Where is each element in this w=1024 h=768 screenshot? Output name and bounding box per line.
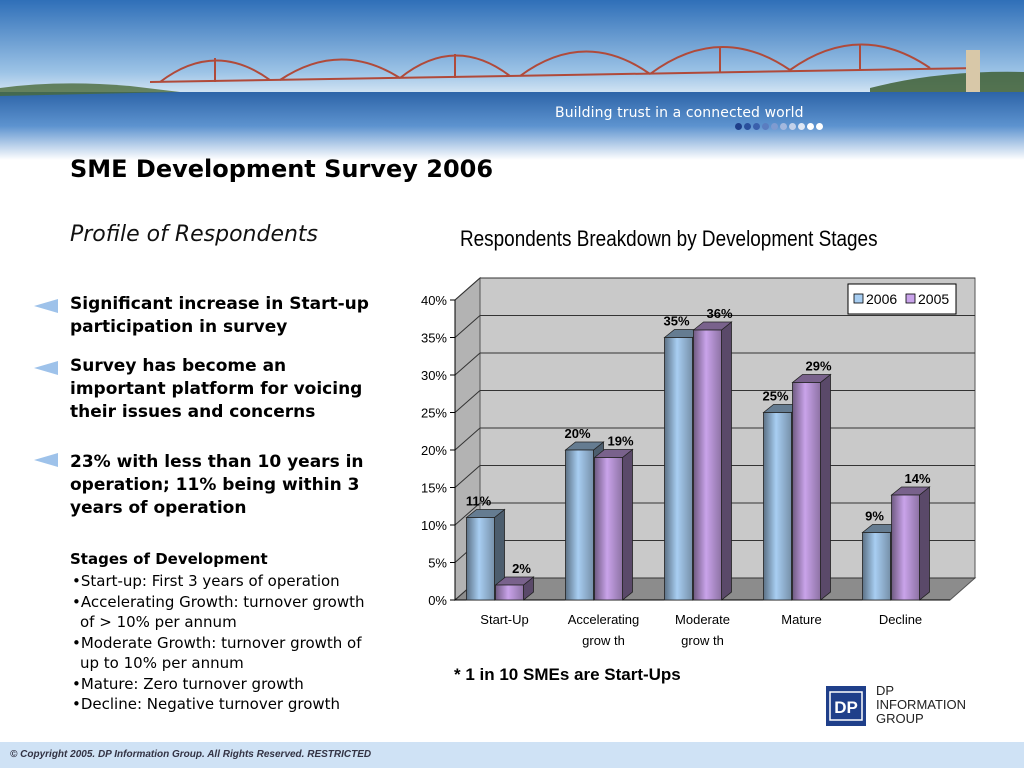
stages-title: Stages of Development bbox=[70, 550, 268, 568]
y-tick-label: 30% bbox=[421, 368, 447, 383]
legend-swatch bbox=[853, 293, 864, 304]
bar-side bbox=[721, 321, 732, 601]
x-tick-label: Accelerating bbox=[568, 612, 640, 627]
bar-2006-3 bbox=[763, 412, 792, 601]
data-label: 25% bbox=[762, 389, 788, 404]
gridline bbox=[454, 427, 481, 451]
y-tick-label: 35% bbox=[421, 331, 447, 346]
logo-text: DP INFORMATION GROUP bbox=[876, 684, 966, 726]
data-label: 20% bbox=[564, 426, 590, 441]
banner-dot bbox=[762, 123, 769, 130]
logo-mark-text: DP bbox=[834, 698, 858, 717]
y-tick-label: 40% bbox=[421, 293, 447, 308]
bullet-1: Significant increase in Start-up partici… bbox=[70, 294, 369, 337]
bullet-arrow-icon bbox=[34, 299, 58, 313]
x-tick-label: Start-Up bbox=[480, 612, 528, 627]
legend-label: 2005 bbox=[918, 291, 949, 307]
y-tick-label: 10% bbox=[421, 518, 447, 533]
bar-side bbox=[919, 486, 930, 601]
bar-2005-4 bbox=[891, 494, 920, 601]
header-banner bbox=[0, 0, 1024, 160]
data-label: 2% bbox=[512, 561, 531, 576]
gridline bbox=[454, 315, 481, 338]
bar-2005-0 bbox=[495, 584, 524, 601]
company-logo: DP DP INFORMATION GROUP bbox=[826, 684, 976, 728]
y-tick-label: 5% bbox=[428, 556, 447, 571]
slide-title: SME Development Survey 2006 bbox=[70, 155, 494, 183]
y-tick-label: 25% bbox=[421, 406, 447, 421]
stage-item: •Start-up: First 3 years of operation bbox=[72, 572, 340, 590]
banner-dot bbox=[780, 123, 787, 130]
footer: © Copyright 2005. DP Information Group. … bbox=[0, 742, 1024, 768]
data-label: 11% bbox=[466, 494, 492, 509]
chart-title: Respondents Breakdown by Development Sta… bbox=[460, 226, 878, 251]
y-tick-label: 0% bbox=[428, 593, 447, 608]
bullet-2: Survey has become an important platform … bbox=[70, 356, 363, 422]
data-label: 35% bbox=[663, 314, 689, 329]
gridline bbox=[454, 277, 481, 301]
bar-2006-2 bbox=[664, 337, 693, 601]
gridline bbox=[454, 352, 481, 376]
data-label: 9% bbox=[865, 509, 884, 524]
logo-mark-icon: DP bbox=[826, 686, 866, 726]
bullet-arrow-icon bbox=[34, 361, 58, 375]
logo-line: INFORMATION bbox=[876, 697, 967, 712]
bullet-arrow-icon bbox=[34, 453, 58, 467]
data-label: 19% bbox=[607, 434, 633, 449]
bar-2006-0 bbox=[466, 517, 495, 601]
legend-label: 2006 bbox=[866, 291, 897, 307]
y-tick-label: 15% bbox=[421, 481, 447, 496]
x-tick-label: grow th bbox=[582, 633, 625, 648]
bullet-3: 23% with less than 10 years in operation… bbox=[70, 452, 364, 518]
banner-dot bbox=[735, 123, 742, 130]
slide-subtitle: Profile of Respondents bbox=[70, 222, 319, 247]
banner-dot bbox=[771, 123, 778, 130]
stages-list: •Start-up: First 3 years of operation •A… bbox=[72, 571, 372, 715]
gridline bbox=[454, 390, 481, 413]
stage-item: •Mature: Zero turnover growth bbox=[72, 674, 304, 693]
copyright-text: © Copyright 2005. DP Information Group. … bbox=[10, 749, 372, 760]
bar-2005-1 bbox=[594, 457, 623, 601]
banner-dot bbox=[798, 123, 805, 130]
banner-dot bbox=[816, 123, 823, 130]
banner-tagline: Building trust in a connected world bbox=[555, 105, 804, 121]
stage-item: •Decline: Negative turnover growth bbox=[72, 695, 341, 713]
banner-dot bbox=[744, 123, 751, 130]
bar-side bbox=[820, 373, 831, 601]
bridge-graphic bbox=[149, 43, 981, 83]
banner-dot bbox=[807, 123, 814, 130]
gridline bbox=[454, 502, 481, 526]
banner-dot bbox=[753, 123, 760, 130]
logo-line: DP bbox=[876, 683, 895, 698]
bar-chart: 0% 5% 10% 15% 20% 25% 30% 35% 40% 11% 2% Start-Up 20… bbox=[421, 276, 977, 648]
bar-2005-3 bbox=[792, 382, 821, 601]
stage-item: •Moderate Growth: turnover growth of up … bbox=[72, 633, 362, 673]
gridline bbox=[454, 465, 481, 488]
stage-item: •Accelerating Growth: turnover growth of… bbox=[72, 592, 365, 632]
y-tick-label: 20% bbox=[421, 443, 447, 458]
data-label: 29% bbox=[805, 359, 831, 374]
chart-note: * 1 in 10 SMEs are Start-Ups bbox=[454, 665, 681, 684]
x-tick-label: Moderate bbox=[675, 612, 730, 627]
bar-2005-2 bbox=[693, 329, 722, 601]
logo-line: GROUP bbox=[876, 711, 924, 726]
x-tick-label: grow th bbox=[681, 633, 724, 648]
data-label: 14% bbox=[904, 471, 930, 486]
banner-dots bbox=[735, 123, 823, 133]
bar-side bbox=[622, 448, 633, 601]
x-tick-label: Decline bbox=[879, 612, 922, 627]
bar-2006-4 bbox=[862, 532, 891, 601]
data-label: 36% bbox=[706, 306, 732, 321]
banner-dot bbox=[789, 123, 796, 130]
x-tick-label: Mature bbox=[781, 612, 821, 627]
bar-2006-1 bbox=[565, 449, 594, 601]
chart-legend bbox=[847, 283, 957, 315]
legend-swatch bbox=[905, 293, 916, 304]
